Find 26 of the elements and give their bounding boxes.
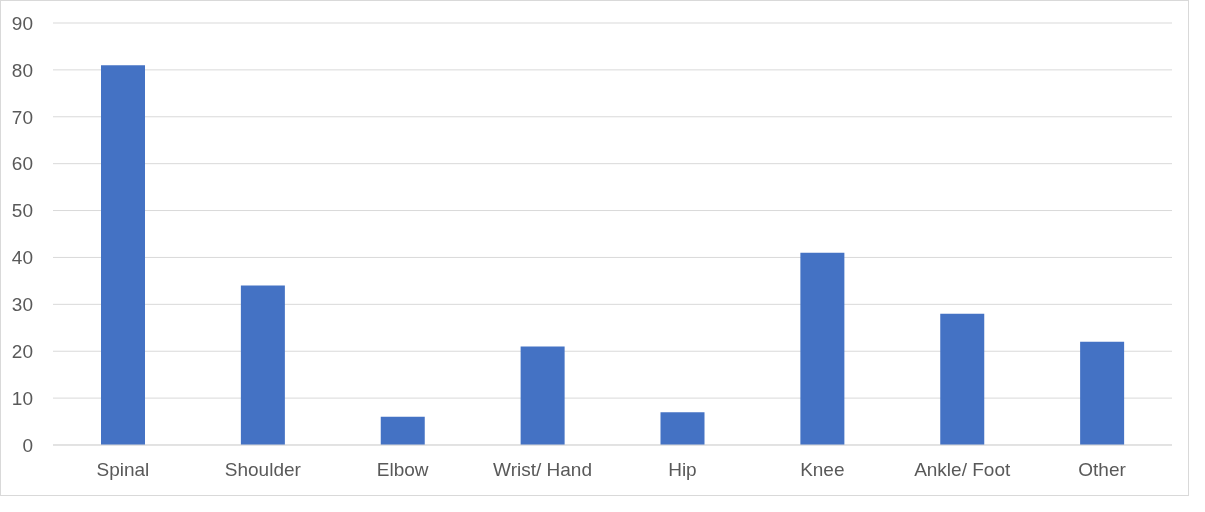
x-tick-label: Shoulder [224, 459, 302, 481]
x-tick-label: Wrist/ Hand [493, 459, 593, 481]
y-tick-label: 50 [11, 200, 33, 222]
y-tick-label: 60 [11, 153, 33, 175]
y-tick-label: 30 [11, 294, 33, 316]
x-tick-label: Hip [668, 459, 697, 481]
y-tick-label: 90 [11, 12, 33, 34]
bar [240, 285, 285, 445]
y-tick-label: 10 [11, 387, 33, 409]
x-tick-label: Ankle/ Foot [914, 459, 1011, 481]
bar [800, 252, 845, 445]
bar [380, 416, 425, 445]
bar [940, 313, 985, 445]
bar [101, 65, 145, 445]
bar [520, 346, 565, 445]
x-tick-label: Knee [800, 459, 845, 481]
y-tick-label: 80 [11, 59, 33, 81]
x-tick-label: Elbow [376, 459, 429, 481]
x-tick-label: Spinal [96, 459, 150, 481]
bar [660, 412, 705, 445]
y-tick-label: 0 [22, 434, 33, 456]
y-tick-label: 70 [11, 106, 33, 128]
y-tick-label: 20 [11, 340, 33, 362]
x-tick-label: Other [1078, 459, 1127, 481]
bar [1080, 341, 1125, 445]
y-tick-label: 40 [11, 247, 33, 269]
